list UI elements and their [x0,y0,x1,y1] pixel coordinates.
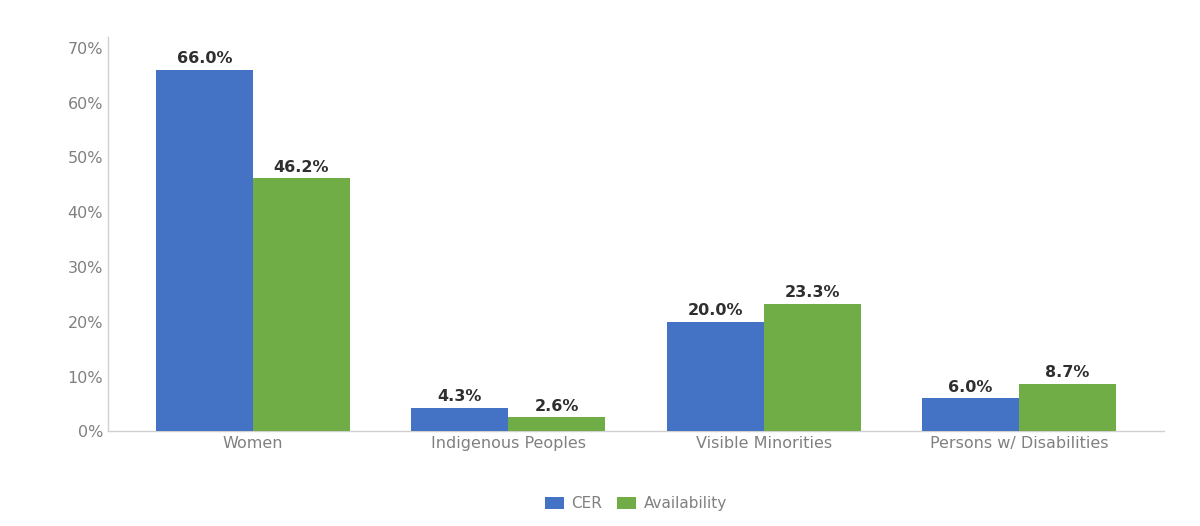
Text: 23.3%: 23.3% [785,286,840,300]
Text: 20.0%: 20.0% [688,304,743,318]
Text: 4.3%: 4.3% [438,389,482,404]
Legend: CER, Availability: CER, Availability [539,490,733,518]
Bar [253,178,350,431]
Text: 46.2%: 46.2% [274,160,329,175]
Bar [1019,383,1116,431]
Bar [412,408,509,431]
Text: 6.0%: 6.0% [948,380,992,395]
Text: 66.0%: 66.0% [176,52,233,66]
Bar [922,399,1019,431]
Bar [509,417,605,431]
Bar [667,322,763,431]
Text: 8.7%: 8.7% [1045,366,1090,380]
Bar [763,304,860,431]
Bar [156,69,253,431]
Text: 2.6%: 2.6% [535,399,580,414]
